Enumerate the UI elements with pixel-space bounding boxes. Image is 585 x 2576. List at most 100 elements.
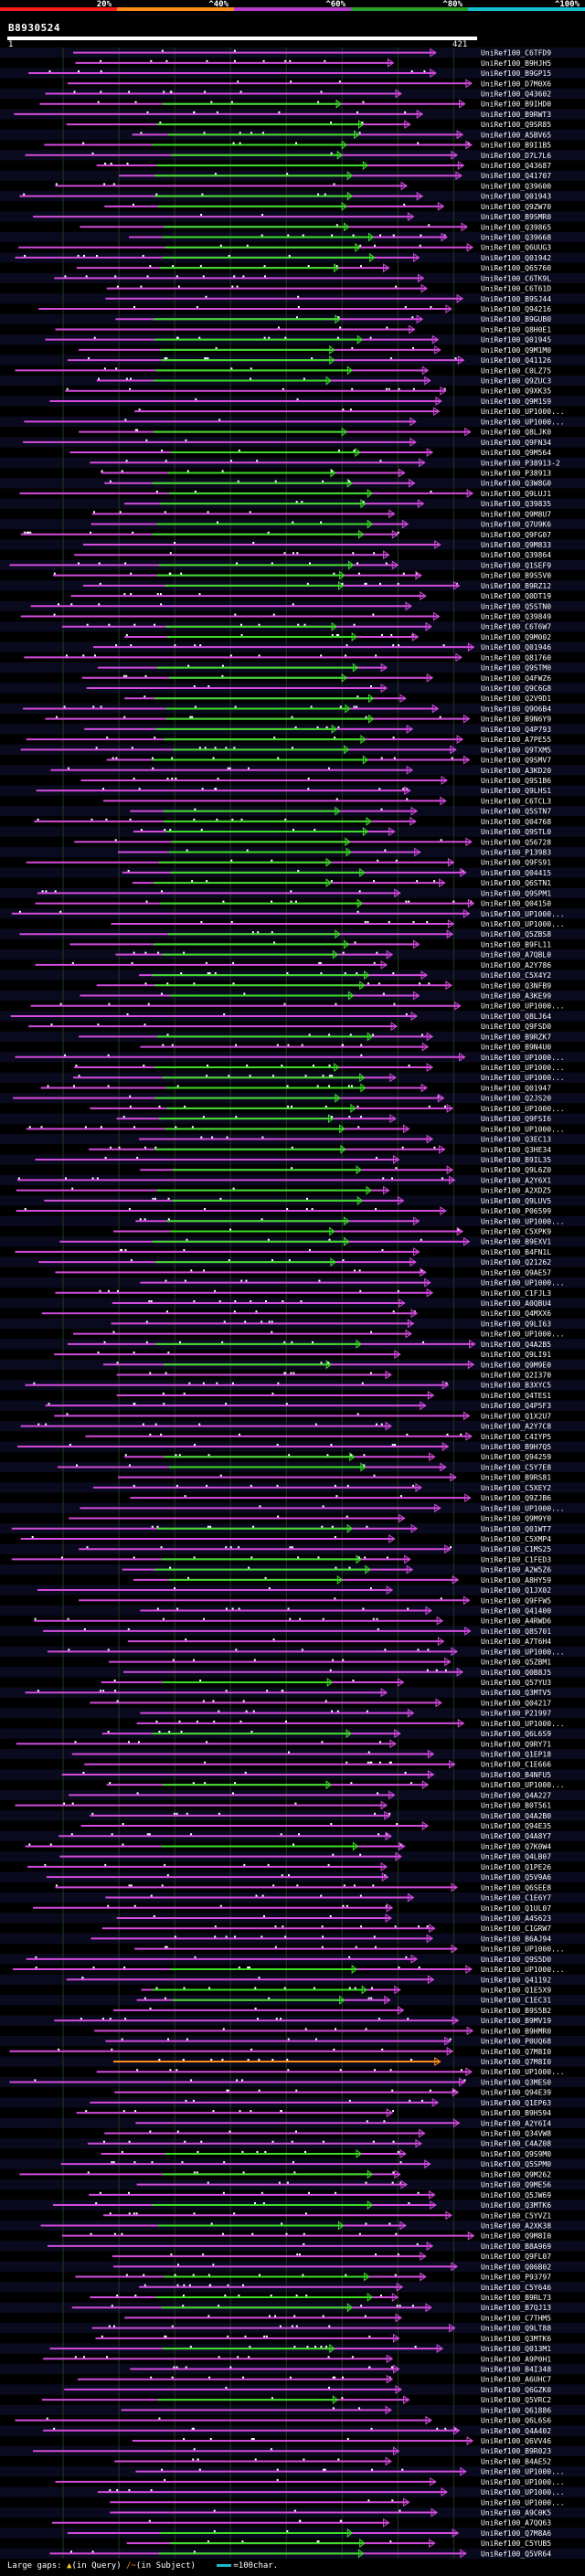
hit-row[interactable]: UniRef100_C1MS25 [79,1544,551,1553]
hit-row[interactable]: UniRef100_Q61886 [121,2405,552,2414]
hit-label[interactable]: UniRef100_B9FL11 [481,940,551,949]
hit-label[interactable]: UniRef100_Q6GZK0 [481,2386,551,2394]
hit-row[interactable]: UniRef100_Q5STN0 [30,601,552,610]
hit-row[interactable]: UniRef100_Q4A2B5 [67,1339,551,1349]
hit-row[interactable]: UniRef100_B9RZK7 [79,1032,551,1042]
hit-label[interactable]: UniRef100_Q3MTK6 [481,2201,551,2210]
hit-label[interactable]: UniRef100_P0UQ68 [481,2038,551,2046]
hit-row[interactable]: UniRef100_A5BV65 [132,130,552,140]
hit-row[interactable]: UniRef100_B9IL35 [35,1155,552,1164]
hit-label[interactable]: UniRef100_Q6SEE8 [481,1883,551,1892]
hit-row[interactable]: UniRef100_Q9M9Y0 [69,1513,551,1523]
hit-row[interactable]: UniRef100_Q6UUG3 [18,242,551,252]
hit-label[interactable]: UniRef100_B9RS81 [481,1474,551,1482]
hit-row[interactable]: UniRef100_Q3HE34 [89,1144,551,1154]
hit-label[interactable]: UniRef100_Q9M262 [481,2170,551,2178]
hit-row[interactable]: UniRef100_Q4P793 [84,724,551,734]
hit-label[interactable]: UniRef100_Q39865 [481,223,551,231]
hit-row[interactable]: UniRef100_Q9M002 [124,631,551,641]
hit-label[interactable]: UniRef100_A7T6H4 [481,1638,551,1646]
hit-label[interactable]: UniRef100_A2XK38 [481,2221,551,2230]
hit-row[interactable]: UniRef100_Q6SEE8 [55,1882,551,1892]
hit-label[interactable]: UniRef100_Q41707 [481,172,551,180]
hit-label[interactable]: UniRef100_A4RWD6 [481,1617,551,1626]
hit-label[interactable]: UniRef100_Q9M564 [481,449,551,457]
hit-row[interactable]: UniRef100_C5XPK9 [112,1226,551,1236]
hit-row[interactable]: UniRef100_UP1000... [80,1503,565,1512]
hit-label[interactable]: UniRef100_Q57YU3 [481,1679,551,1687]
hit-row[interactable]: UniRef100_Q1UL07 [33,1903,551,1913]
hit-row[interactable]: UniRef100_C5XEY2 [93,1482,551,1492]
hit-row[interactable]: UniRef100_Q4A8Y7 [58,1831,551,1840]
hit-label[interactable]: UniRef100_C1FED3 [481,1555,551,1564]
hit-label[interactable]: UniRef100_P93797 [481,2274,551,2282]
hit-row[interactable]: UniRef100_P0UQ68 [105,2036,551,2046]
hit-row[interactable]: UniRef100_Q3W8G0 [104,478,551,488]
hit-label[interactable]: UniRef100_C1MS25 [481,1545,551,1553]
hit-label[interactable]: UniRef100_A2Y6X1 [481,1176,551,1184]
hit-label[interactable]: UniRef100_C7THM5 [481,2314,551,2322]
hit-row[interactable]: UniRef100_Q9FG07 [20,529,552,539]
hit-label[interactable]: UniRef100_Q9RY71 [481,1740,551,1748]
hit-row[interactable]: UniRef100_Q65760 [76,263,552,273]
hit-label[interactable]: UniRef100_Q34VW8 [481,2130,551,2138]
hit-label[interactable]: UniRef100_Q9TXM5 [481,746,551,754]
hit-row[interactable]: UniRef100_Q9S9M0 [101,2148,552,2159]
hit-row[interactable]: UniRef100_Q41192 [66,1975,552,1984]
hit-row[interactable]: UniRef100_UP1000... [13,1965,565,1975]
hit-label[interactable]: UniRef100_B6AJ94 [481,1935,551,1943]
hit-row[interactable]: UniRef100_A7PE55 [26,735,551,745]
hit-row[interactable]: UniRef100_B9S5V0 [53,570,551,580]
hit-label[interactable]: UniRef100_Q9C6G8 [481,684,551,693]
hit-label[interactable]: UniRef100_Q41126 [481,356,551,365]
hit-label[interactable]: UniRef100_Q8LJ64 [481,1012,551,1021]
hit-label[interactable]: UniRef100_Q04217 [481,1699,551,1707]
hit-label[interactable]: UniRef100_UP1000... [481,1125,565,1133]
hit-row[interactable]: UniRef100_Q9M9E0 [102,1360,551,1370]
hit-label[interactable]: UniRef100_Q2I370 [481,1372,551,1380]
hit-label[interactable]: UniRef100_A2Y6I4 [481,2119,551,2127]
hit-row[interactable]: UniRef100_UP1000... [106,1780,565,1790]
hit-row[interactable]: UniRef100_Q57YU3 [101,1677,552,1688]
hit-label[interactable]: UniRef100_Q06B02 [481,2263,551,2271]
hit-row[interactable]: UniRef100_D7L7L6 [25,150,552,160]
hit-row[interactable]: UniRef100_B9IHD0 [39,99,551,109]
hit-row[interactable]: UniRef100_Q013M1 [49,2344,551,2354]
hit-label[interactable]: UniRef100_UP1000... [481,1064,565,1072]
hit-label[interactable]: UniRef100_A2XDZ5 [481,1187,551,1195]
hit-label[interactable]: UniRef100_Q9ZW70 [481,203,551,211]
hit-row[interactable]: UniRef100_Q9M262 [19,2169,551,2179]
hit-label[interactable]: UniRef100_C6TK9L [481,274,551,282]
hit-label[interactable]: UniRef100_Q9ZUC3 [481,377,551,386]
hit-label[interactable]: UniRef100_UP1000... [481,1720,565,1728]
hit-label[interactable]: UniRef100_Q4P793 [481,726,551,734]
hit-row[interactable]: UniRef100_Q5VRC2 [41,2395,551,2405]
hit-label[interactable]: UniRef100_Q0B8J5 [481,1669,551,1677]
hit-row[interactable]: UniRef100_UP1000... [134,407,565,416]
hit-row[interactable]: UniRef100_UP1000... [111,919,565,928]
hit-row[interactable]: UniRef100_Q9FFW5 [79,1595,551,1605]
hit-label[interactable]: UniRef100_A2W5Z6 [481,1566,551,1574]
hit-row[interactable]: UniRef100_Q1SEF9 [9,560,551,570]
hit-row[interactable]: UniRef100_B9H594 [76,2108,552,2117]
hit-row[interactable]: UniRef100_B9HJH5 [75,58,551,68]
hit-row[interactable]: UniRef100_Q43687 [96,160,552,171]
hit-row[interactable]: UniRef100_UP1000... [90,1103,565,1113]
hit-label[interactable]: UniRef100_C5XEY2 [481,1484,551,1492]
hit-row[interactable]: UniRef100_Q0DT19 [70,591,552,600]
hit-label[interactable]: UniRef100_B9H594 [481,2109,551,2117]
hit-row[interactable]: UniRef100_Q9ZJB6 [130,1493,551,1502]
hit-label[interactable]: UniRef100_C5YUB5 [481,2539,551,2548]
hit-row[interactable]: UniRef100_B9FL11 [69,939,551,949]
hit-label[interactable]: UniRef100_Q9FN34 [481,439,551,447]
hit-row[interactable]: UniRef100_C1GRW7 [101,1924,551,1933]
hit-label[interactable]: UniRef100_Q013M1 [481,2345,551,2353]
hit-label[interactable]: UniRef100_Q9LUJ1 [481,490,551,498]
hit-row[interactable]: UniRef100_Q9STM0 [97,663,551,673]
hit-row[interactable]: UniRef100_Q9S1B6 [80,776,552,785]
hit-row[interactable]: UniRef100_A2XDZ5 [16,1185,551,1195]
hit-label[interactable]: UniRef100_Q9FFW5 [481,1596,551,1605]
hit-label[interactable]: UniRef100_B4I348 [481,2365,551,2373]
hit-label[interactable]: UniRef100_B9S5B2 [481,2007,551,2015]
hit-label[interactable]: UniRef100_B9RZK7 [481,1033,551,1041]
